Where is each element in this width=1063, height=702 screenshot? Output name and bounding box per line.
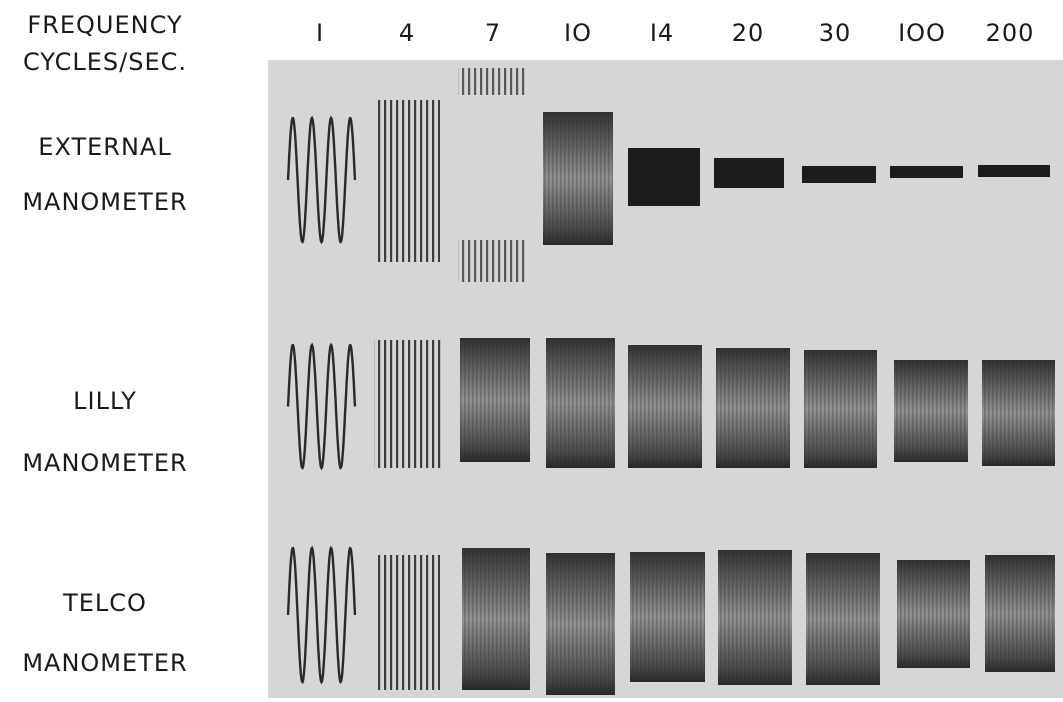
block-stripes — [462, 548, 530, 690]
header-label: CYCLES/SEC. — [23, 48, 187, 76]
frequency-label: 4 — [399, 19, 415, 47]
line-trace — [458, 68, 528, 95]
line-trace — [458, 240, 528, 282]
line-trace — [374, 340, 442, 468]
frequency-label: IOO — [898, 19, 946, 47]
frequency-label: 200 — [986, 19, 1035, 47]
block-stripes — [897, 560, 970, 668]
figure: FREQUENCY CYCLES/SEC. I47IOI42030IOO200E… — [0, 0, 1063, 698]
block-stripes — [546, 338, 615, 468]
solid-trace — [978, 165, 1050, 177]
row-label: MANOMETER — [22, 188, 187, 216]
block-stripes — [894, 360, 968, 462]
block-stripes — [546, 553, 615, 695]
row-label: LILLY — [73, 387, 137, 415]
frequency-label: 20 — [732, 19, 765, 47]
row-label: EXTERNAL — [38, 133, 171, 161]
frequency-label: I4 — [650, 19, 674, 47]
solid-trace — [714, 158, 784, 188]
block-stripes — [718, 550, 792, 685]
block-stripes — [716, 348, 790, 468]
line-trace — [378, 555, 440, 690]
frequency-label: 7 — [485, 19, 501, 47]
block-stripes — [628, 345, 702, 468]
row-label: MANOMETER — [22, 649, 187, 677]
solid-trace — [628, 148, 700, 206]
block-stripes — [804, 350, 877, 468]
block-stripes — [460, 338, 530, 462]
block-stripes — [630, 552, 705, 682]
block-stripes — [806, 553, 880, 685]
block-stripes — [982, 360, 1055, 466]
block-stripes — [543, 112, 613, 245]
row-label: MANOMETER — [22, 449, 187, 477]
line-trace — [375, 100, 440, 262]
row-label: TELCO — [62, 589, 147, 617]
header-label: FREQUENCY — [27, 11, 182, 39]
block-stripes — [985, 555, 1055, 672]
solid-trace — [802, 166, 876, 183]
frequency-label: I — [316, 19, 324, 47]
frequency-label: IO — [564, 19, 592, 47]
solid-trace — [890, 166, 963, 178]
frequency-label: 30 — [819, 19, 852, 47]
